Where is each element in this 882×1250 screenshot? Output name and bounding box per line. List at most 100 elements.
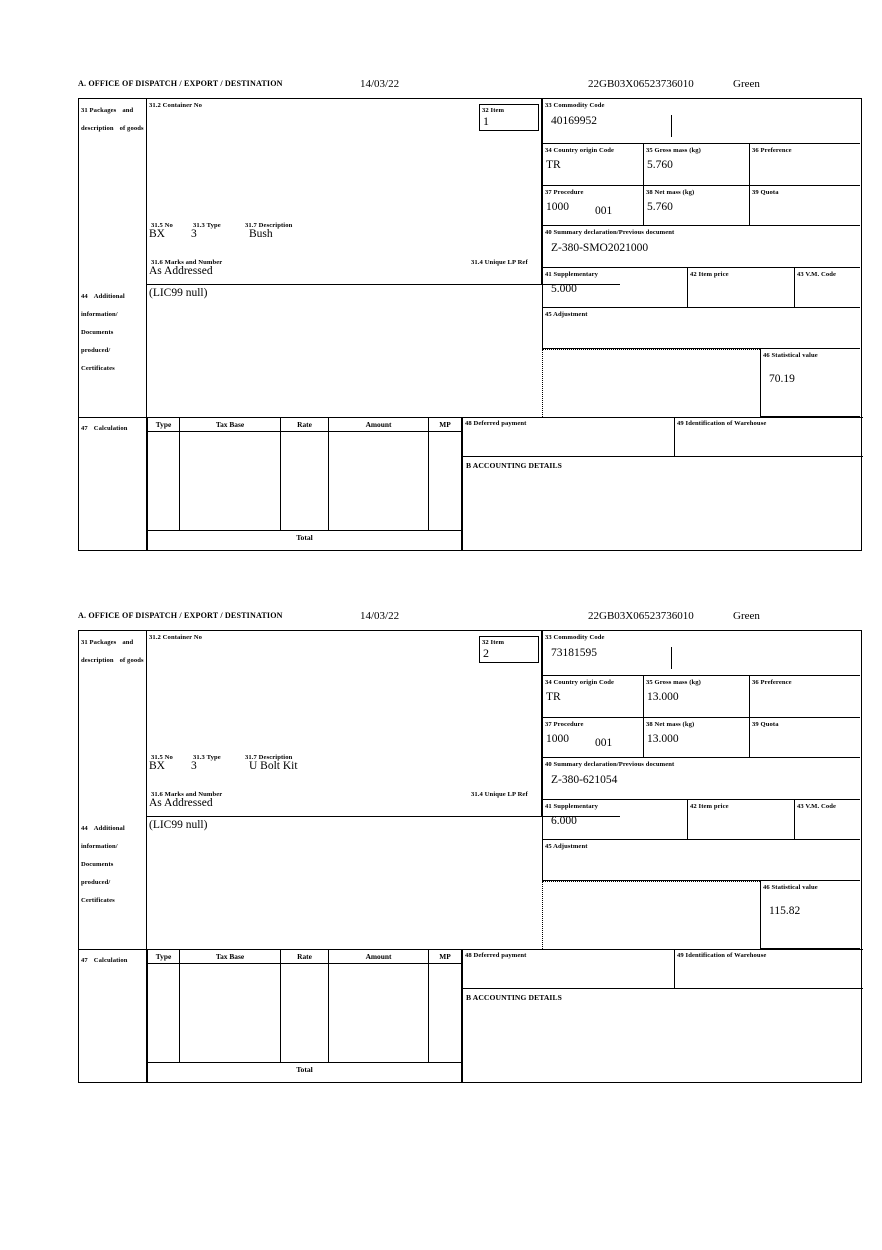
field-44-content: (LIC99 null) — [147, 817, 620, 949]
field-45-label: 45 Adjustment — [545, 310, 588, 318]
accounting-details-label: B ACCOUNTING DETAILS — [466, 461, 562, 470]
field-46-statistical-value: 46 Statistical value 115.82 — [760, 881, 860, 949]
field-47-label-line-1: 47 — [81, 425, 88, 432]
adjustment-value — [543, 319, 860, 322]
field-31-5-label: 31.5 No — [151, 753, 173, 761]
deferred-payment-value — [463, 428, 674, 432]
field-34-country-origin-code: 34 Country origin Code TR — [542, 676, 644, 718]
calc-header-amount: Amount — [329, 949, 429, 964]
field-42-label: 42 Item price — [690, 802, 729, 810]
field-47-label-line-2: Calculation — [93, 957, 128, 964]
preference-value — [750, 155, 860, 159]
field-32-label: 32 Item — [482, 107, 505, 114]
calc-total-label: Total — [296, 533, 313, 542]
field-38-label: 38 Net mass (kg) — [646, 720, 695, 728]
calc-row-type-value — [148, 968, 152, 980]
vm-code-value — [795, 279, 860, 283]
field-38-label: 38 Net mass (kg) — [646, 188, 695, 196]
field-44-label-line-6: Certificates — [81, 897, 115, 904]
field-45-adjustment: 45 Adjustment — [542, 308, 860, 349]
calc-header-tax-base: Tax Base — [180, 949, 281, 964]
field-31-marks-row: 31.6 Marks and Number 31.4 Unique LP Ref… — [147, 788, 620, 817]
field-42-item-price: 42 Item price — [688, 268, 795, 308]
packages-no-value: BX — [149, 228, 165, 240]
deferred-payment-value — [463, 960, 674, 964]
field-40-previous-document: 40 Summary declaration/Previous document… — [542, 758, 860, 800]
calc-header-amount: Amount — [329, 417, 429, 432]
field-39-label: 39 Quota — [752, 188, 779, 196]
field-31-label-cell: 31 Packages and description of goods — [79, 99, 147, 285]
movement-reference-number: 22GB03X06523736010 — [588, 610, 694, 622]
calc-body-tax-base — [180, 432, 281, 530]
field-41-label: 41 Supplementary — [545, 802, 599, 810]
field-31-4-label: 31.4 Unique LP Ref — [471, 258, 528, 266]
field-31-7-label: 31.7 Description — [245, 221, 293, 229]
field-32-label: 32 Item — [482, 639, 505, 646]
field-43-vm-code: 43 V.M. Code — [795, 800, 860, 840]
commodity-code-value: 40169952 — [551, 114, 597, 127]
field-48-label: 48 Deferred payment — [465, 951, 527, 959]
statistical-value-value: 115.82 — [769, 904, 801, 917]
field-34-label: 34 Country origin Code — [545, 146, 615, 154]
field-33-label: 33 Commodity Code — [545, 101, 605, 109]
item-number-value: 1 — [483, 114, 489, 129]
field-31-label-line-2: and — [122, 639, 134, 646]
field-31-3-label: 31.3 Type — [193, 221, 221, 229]
field-45-label: 45 Adjustment — [545, 842, 588, 850]
calc-row-type-value — [148, 436, 152, 448]
field-31-2-container-no: 31.2 Container No — [147, 99, 542, 209]
field-31-label-line-1: 31 Packages — [81, 107, 117, 114]
field-45-dotted-subregion — [542, 349, 760, 417]
calc-row-tax-base-value — [180, 436, 184, 448]
calc-header-mp: MP — [429, 417, 462, 432]
calc-body-amount — [329, 964, 429, 1062]
field-37-label: 37 Procedure — [545, 720, 584, 728]
calc-row-amount-value — [329, 968, 333, 980]
field-39-quota: 39 Quota — [750, 186, 860, 226]
field-35-label: 35 Gross mass (kg) — [646, 146, 701, 154]
warehouse-identification-value — [675, 960, 863, 964]
goods-description-value: U Bolt Kit — [249, 760, 298, 772]
field-31-label-line-4: of goods — [119, 657, 144, 664]
commodity-code-separator-tick — [671, 647, 672, 669]
calc-header-rate: Rate — [281, 417, 329, 432]
field-44-label-cell: 44 Additional information/ Documents pro… — [79, 817, 147, 949]
calc-body-amount — [329, 432, 429, 530]
calc-row-tax-base-value — [180, 968, 184, 980]
quota-value — [750, 197, 860, 201]
gross-mass-value: 5.760 — [647, 158, 673, 171]
field-49-warehouse-identification: 49 Identification of Warehouse — [674, 417, 863, 457]
field-31-4-label: 31.4 Unique LP Ref — [471, 790, 528, 798]
calc-body-mp — [429, 964, 462, 1062]
gross-mass-value: 13.000 — [647, 690, 679, 703]
field-39-quota: 39 Quota — [750, 718, 860, 758]
quota-value — [750, 729, 860, 733]
procedure-value: 1000 — [546, 732, 569, 745]
net-mass-value: 13.000 — [647, 732, 679, 745]
field-44-content: (LIC99 null) — [147, 285, 620, 417]
field-47-label-line-2: Calculation — [93, 425, 128, 432]
calc-header-type: Type — [147, 949, 180, 964]
calc-total-row: Total — [147, 530, 462, 551]
field-47-label-line-1: 47 — [81, 957, 88, 964]
field-33-commodity-code: 33 Commodity Code 73181595 — [542, 631, 860, 676]
previous-document-value: Z-380-SMO2021000 — [551, 241, 649, 254]
field-42-label: 42 Item price — [690, 270, 729, 278]
previous-document-value: Z-380-621054 — [551, 773, 618, 786]
additional-information-value: (LIC99 null) — [149, 819, 208, 831]
field-45-dotted-subregion — [542, 881, 760, 949]
supplementary-value: 6.000 — [551, 814, 577, 827]
field-40-label: 40 Summary declaration/Previous document — [545, 760, 675, 768]
field-37-procedure: 37 Procedure 1000 001 — [542, 186, 644, 226]
field-31-2-container-no: 31.2 Container No — [147, 631, 542, 741]
declaration-date: 14/03/22 — [360, 78, 400, 90]
preference-value — [750, 687, 860, 691]
country-origin-code-value: TR — [546, 690, 561, 703]
declaration-sheet-2: A. OFFICE OF DISPATCH / EXPORT / DESTINA… — [78, 610, 863, 1083]
calc-total-label: Total — [296, 1065, 313, 1074]
field-32-item-box: 32 Item 2 — [479, 636, 539, 663]
field-33-commodity-code: 33 Commodity Code 40169952 — [542, 99, 860, 144]
field-34-label: 34 Country origin Code — [545, 678, 615, 686]
field-36-preference: 36 Preference — [750, 676, 860, 718]
declaration-date: 14/03/22 — [360, 610, 400, 622]
